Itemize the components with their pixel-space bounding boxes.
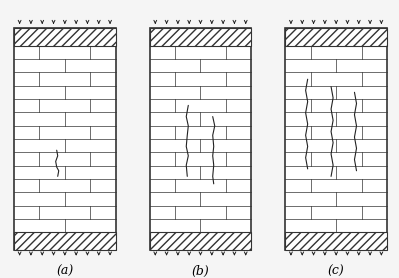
- Bar: [14, 28, 116, 46]
- Text: (c): (c): [328, 265, 344, 277]
- Bar: [285, 28, 387, 46]
- Bar: [150, 28, 251, 250]
- Bar: [150, 28, 251, 46]
- Bar: [285, 232, 387, 250]
- Text: (b): (b): [192, 265, 209, 277]
- Bar: [14, 232, 116, 250]
- Bar: [150, 232, 251, 250]
- Bar: [285, 28, 387, 250]
- Bar: [14, 28, 116, 250]
- Text: (a): (a): [56, 265, 73, 277]
